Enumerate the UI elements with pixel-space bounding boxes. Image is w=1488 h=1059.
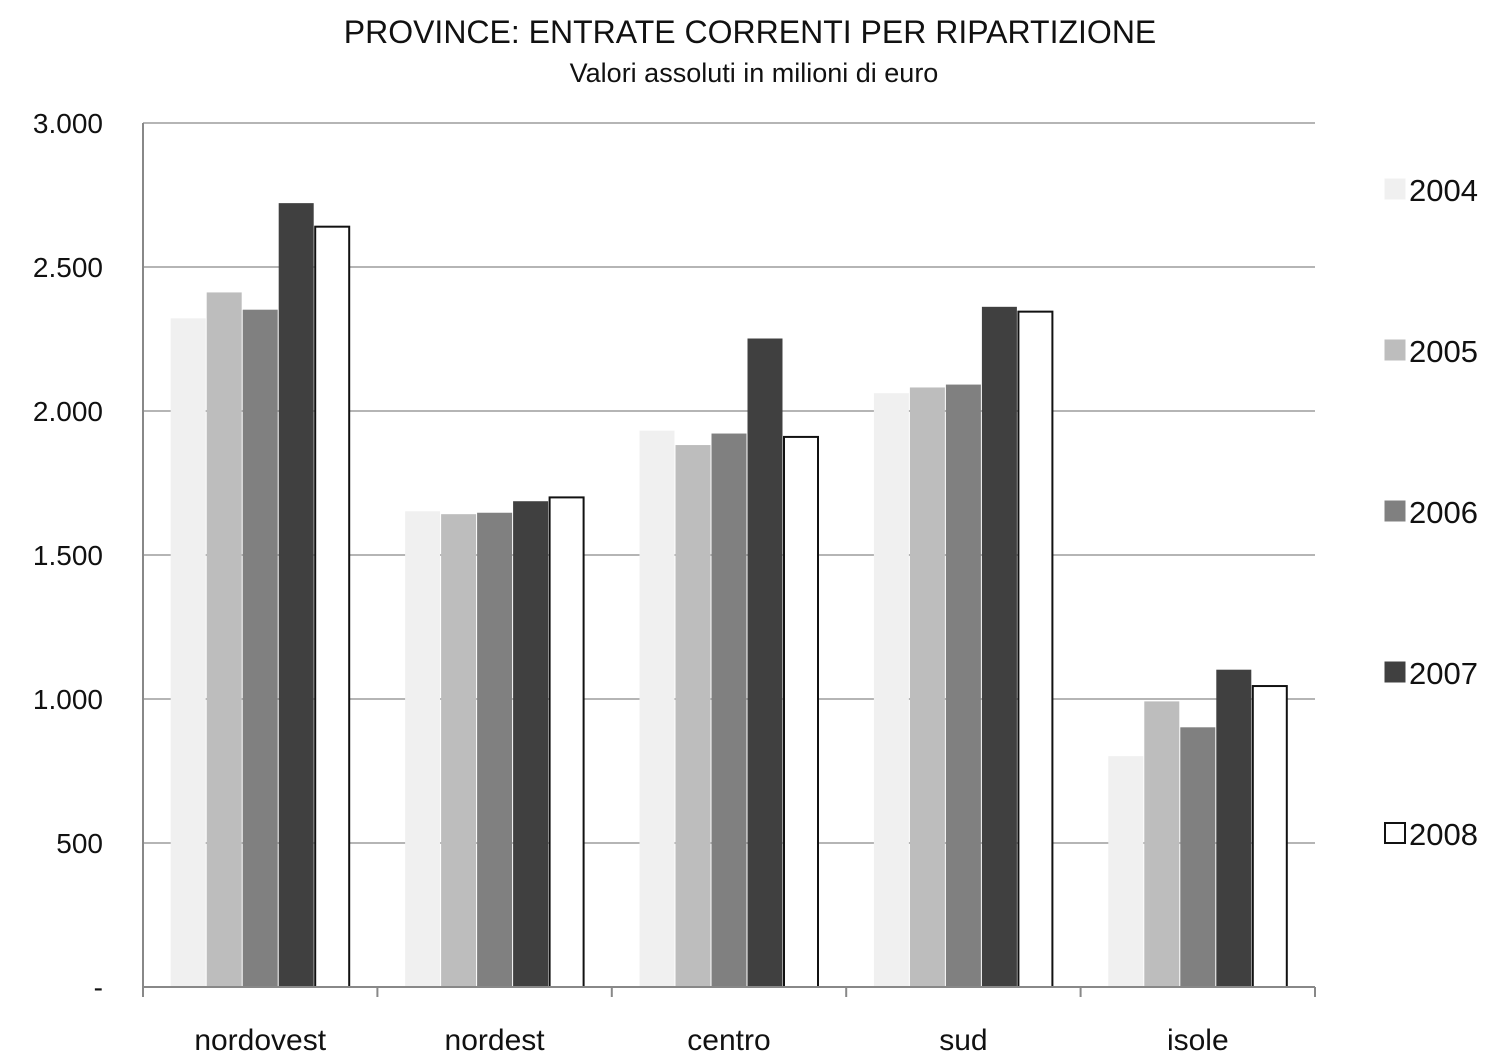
bar-sud-2007 (981, 306, 1017, 988)
y-tick-label: 2.500 (33, 252, 103, 283)
bar-centro-2008 (783, 435, 819, 989)
legend: 2004 2005 2006 2007 2008 (1384, 173, 1478, 852)
bar-centro-2007 (747, 338, 783, 988)
legend-swatch-2007 (1384, 661, 1406, 683)
bar-nordest-2005 (441, 514, 477, 988)
legend-label: 2005 (1409, 334, 1478, 369)
bar-nordest-2008 (548, 496, 585, 988)
bars (170, 203, 1288, 989)
legend-swatch-2006 (1384, 500, 1406, 522)
bar-centro-2004 (639, 430, 675, 988)
y-tick-label: 1.000 (33, 684, 103, 715)
bar-nordovest-2005 (206, 292, 242, 988)
bar-nordest-2004 (405, 511, 441, 988)
bar-sud-2004 (873, 393, 909, 988)
legend-label: 2007 (1409, 656, 1478, 691)
y-tick-label: 500 (56, 828, 103, 859)
x-category-label: centro (687, 1024, 770, 1054)
chart-subtitle: Valori assoluti in milioni di euro (570, 58, 939, 88)
bar-nordovest-2008 (314, 225, 351, 988)
y-axis-tick-labels: - 500 1.000 1.500 2.000 2.500 3.000 (33, 108, 103, 1003)
x-category-label: nordovest (194, 1024, 326, 1054)
chart-title: PROVINCE: ENTRATE CORRENTI PER RIPARTIZI… (344, 14, 1157, 50)
bar-nordovest-2007 (278, 203, 314, 988)
bar-isole-2004 (1108, 756, 1144, 988)
y-tick-label: - (94, 972, 103, 1003)
bar-nordest-2007 (513, 501, 549, 988)
legend-label: 2006 (1409, 495, 1478, 530)
bar-sud-2008 (1017, 310, 1054, 988)
bar-isole-2005 (1144, 701, 1180, 988)
legend-label: 2008 (1409, 817, 1478, 852)
y-tick-label: 3.000 (33, 108, 103, 139)
bar-isole-2008 (1251, 685, 1288, 988)
bar-isole-2006 (1180, 727, 1216, 988)
bar-sud-2005 (909, 387, 945, 988)
y-tick-label: 2.000 (33, 396, 103, 427)
legend-swatch-2008 (1384, 822, 1406, 844)
bar-nordovest-2006 (242, 309, 278, 988)
bar-nordovest-2004 (170, 318, 206, 988)
legend-swatch-2004 (1384, 178, 1406, 200)
bar-centro-2005 (675, 445, 711, 988)
bar-centro-2006 (711, 433, 747, 988)
bar-nordest-2006 (477, 512, 513, 988)
x-category-label: isole (1167, 1024, 1229, 1054)
x-category-label: nordest (445, 1024, 546, 1054)
bar-isole-2007 (1216, 669, 1252, 988)
x-axis-category-labels: nordovest nordest centro sud isole (194, 1024, 1229, 1057)
y-tick-label: 1.500 (33, 540, 103, 571)
x-category-label: sud (939, 1024, 987, 1054)
axes (142, 123, 1316, 997)
legend-label: 2004 (1409, 173, 1478, 208)
legend-swatch-2005 (1384, 339, 1406, 361)
bar-sud-2006 (945, 384, 981, 988)
